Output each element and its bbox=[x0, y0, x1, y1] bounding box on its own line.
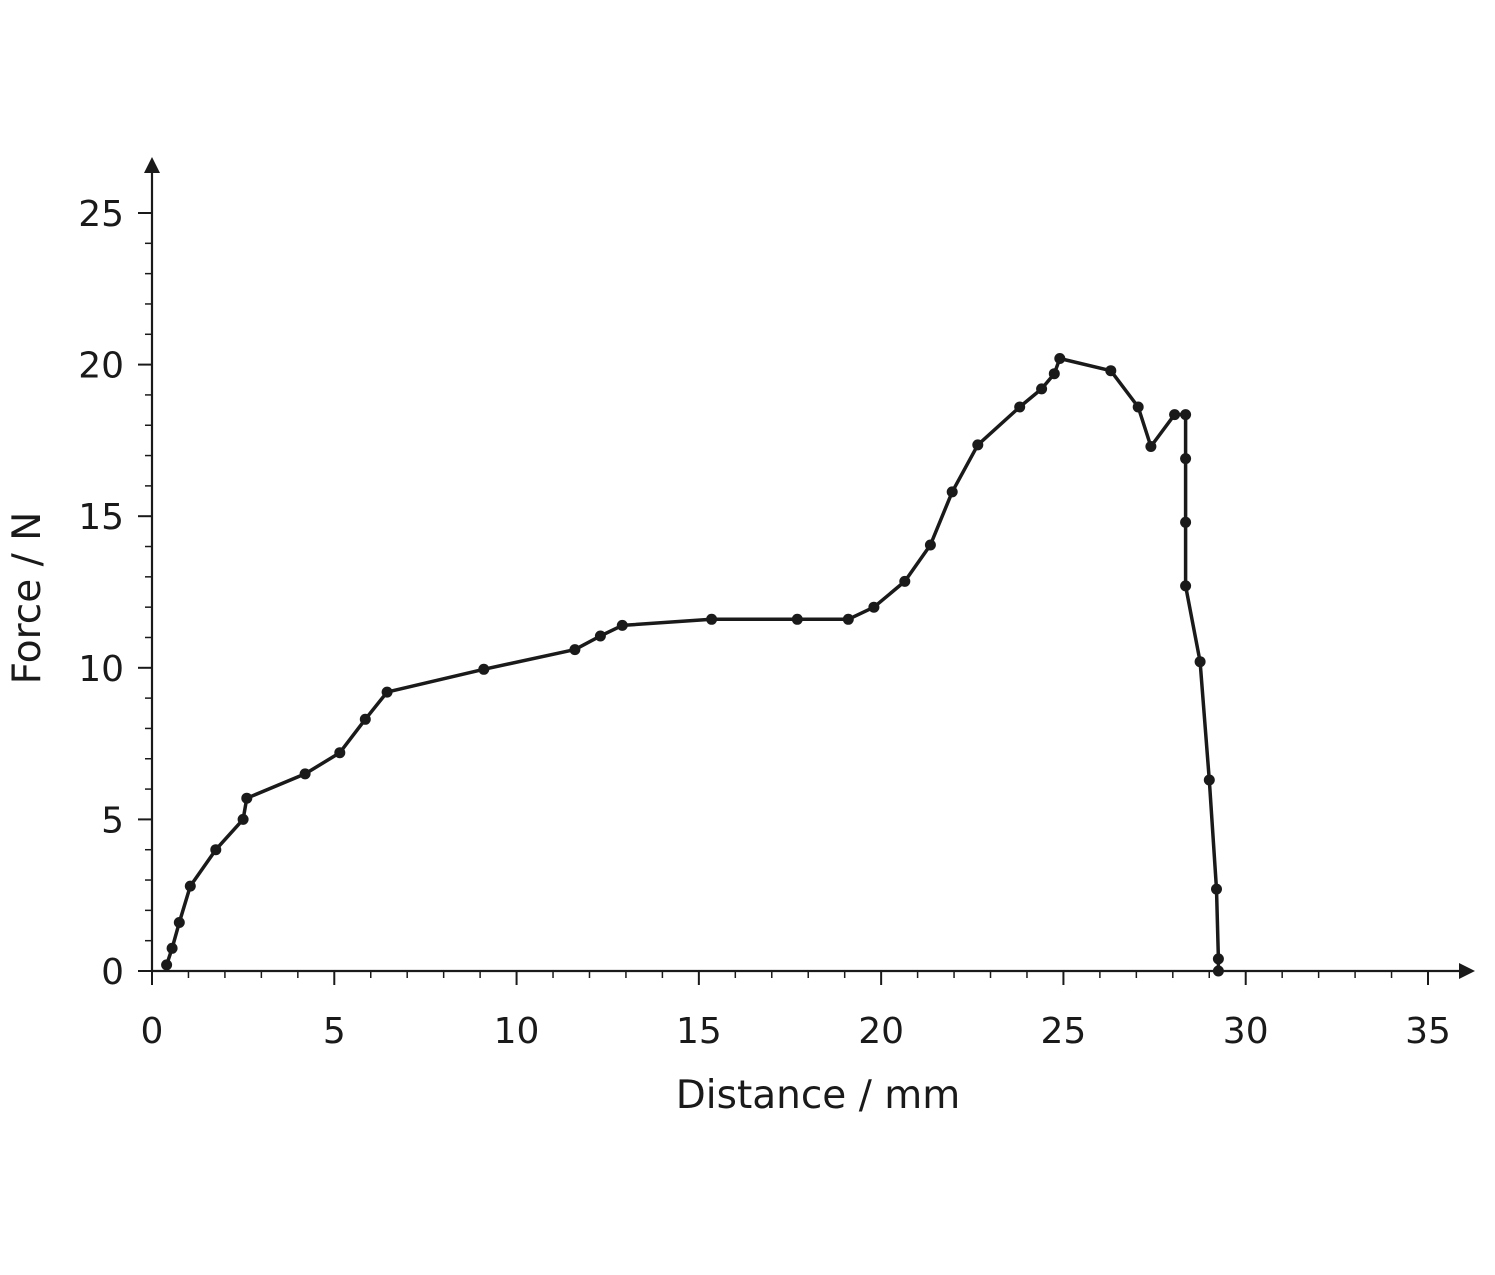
data-point bbox=[1180, 516, 1192, 528]
data-point bbox=[1036, 383, 1048, 395]
data-point bbox=[478, 663, 490, 675]
data-point bbox=[842, 613, 854, 625]
data-point bbox=[1105, 365, 1117, 377]
data-point bbox=[166, 942, 178, 954]
tick-labels: 0 5 10 15 20 25 30 35 0 5 10 15 20 25 bbox=[78, 194, 1451, 1052]
data-point bbox=[1180, 453, 1192, 465]
y-axis-title: Force / N bbox=[5, 512, 50, 685]
y-tick-label: 5 bbox=[101, 800, 124, 841]
data-point bbox=[241, 792, 253, 804]
data-point bbox=[1014, 401, 1026, 413]
data-point bbox=[1212, 965, 1224, 977]
data-point bbox=[594, 630, 606, 642]
x-axis-arrow bbox=[1459, 963, 1475, 979]
data-point bbox=[210, 844, 222, 856]
data-point bbox=[1211, 883, 1222, 895]
data-point bbox=[334, 747, 346, 759]
data-point bbox=[184, 880, 196, 892]
data-point bbox=[1212, 953, 1224, 965]
data-point bbox=[706, 613, 718, 625]
data-point bbox=[924, 539, 936, 551]
x-tick-label: 30 bbox=[1223, 1011, 1269, 1052]
x-tick-label: 20 bbox=[858, 1011, 904, 1052]
y-tick-label: 25 bbox=[78, 194, 124, 235]
data-point bbox=[616, 619, 628, 631]
data-point bbox=[173, 917, 185, 928]
data-point bbox=[791, 613, 803, 625]
x-tick-label: 10 bbox=[494, 1011, 540, 1052]
data-series bbox=[161, 353, 1224, 977]
y-axis-arrow bbox=[144, 157, 160, 173]
data-point bbox=[1132, 401, 1144, 413]
data-point bbox=[1169, 409, 1181, 421]
y-tick-label: 20 bbox=[78, 346, 124, 387]
x-axis-title: Distance / mm bbox=[676, 1073, 960, 1118]
data-point bbox=[237, 813, 249, 825]
data-point bbox=[1203, 774, 1215, 786]
axis-ticks bbox=[138, 212, 1429, 985]
data-point bbox=[1180, 409, 1192, 421]
x-tick-label: 25 bbox=[1041, 1011, 1087, 1052]
y-tick-label: 15 bbox=[78, 497, 124, 538]
data-point bbox=[359, 713, 371, 725]
data-point bbox=[1180, 580, 1192, 592]
data-point bbox=[1054, 353, 1066, 364]
data-point bbox=[946, 486, 958, 498]
data-point bbox=[161, 959, 173, 971]
data-point bbox=[1145, 441, 1157, 452]
axes bbox=[144, 157, 1475, 979]
data-point bbox=[299, 768, 311, 780]
data-point bbox=[972, 439, 984, 451]
y-tick-label: 0 bbox=[101, 952, 124, 993]
data-point bbox=[569, 644, 581, 656]
x-tick-label: 15 bbox=[676, 1011, 722, 1052]
data-point bbox=[899, 575, 911, 587]
x-tick-label: 0 bbox=[141, 1011, 164, 1052]
y-tick-label: 10 bbox=[78, 649, 124, 690]
data-point bbox=[1194, 656, 1206, 668]
data-point bbox=[1048, 368, 1060, 380]
x-tick-label: 35 bbox=[1405, 1011, 1451, 1052]
x-tick-label: 5 bbox=[323, 1011, 346, 1052]
data-point bbox=[868, 601, 880, 613]
data-point bbox=[381, 686, 393, 698]
series-line bbox=[164, 356, 1221, 971]
